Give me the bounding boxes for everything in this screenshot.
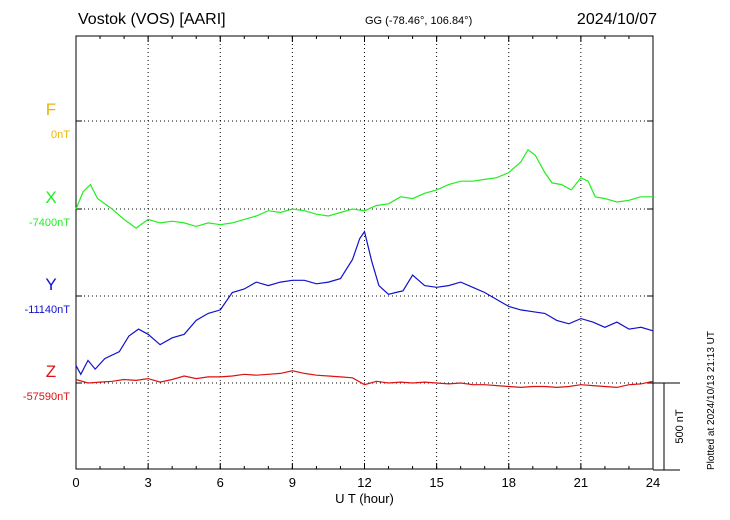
plotted-timestamp: Plotted at 2024/10/13 21:13 UT xyxy=(706,331,717,470)
x-tick-label: 0 xyxy=(72,475,79,490)
geographic-coordinates: GG (-78.46°, 106.84°) xyxy=(365,15,473,27)
series-name-z: Z xyxy=(46,362,56,381)
x-tick-label: 9 xyxy=(289,475,296,490)
x-tick-label: 12 xyxy=(357,475,371,490)
series-baseline-f: 0nT xyxy=(51,129,70,141)
series-baseline-x: -7400nT xyxy=(29,217,70,229)
x-tick-label: 3 xyxy=(145,475,152,490)
series-name-f: F xyxy=(46,100,56,119)
x-axis-label: U T (hour) xyxy=(335,491,394,506)
x-tick-label: 18 xyxy=(502,475,516,490)
x-tick-label: 24 xyxy=(646,475,660,490)
series-line-y xyxy=(75,230,654,376)
series-line-x xyxy=(75,148,653,229)
x-tick-label: 15 xyxy=(429,475,443,490)
x-tick-label: 21 xyxy=(574,475,588,490)
series-line-z xyxy=(75,370,654,389)
station-title: Vostok (VOS) [AARI] xyxy=(78,11,226,28)
series-name-x: X xyxy=(45,188,56,207)
series-baseline-y: -11140nT xyxy=(25,304,71,316)
plot-date: 2024/10/07 xyxy=(576,11,657,28)
x-tick-label: 6 xyxy=(217,475,224,490)
series-baseline-z: -57590nT xyxy=(23,391,70,403)
scale-bar-label: 500 nT xyxy=(674,409,686,444)
series-name-y: Y xyxy=(45,275,56,294)
